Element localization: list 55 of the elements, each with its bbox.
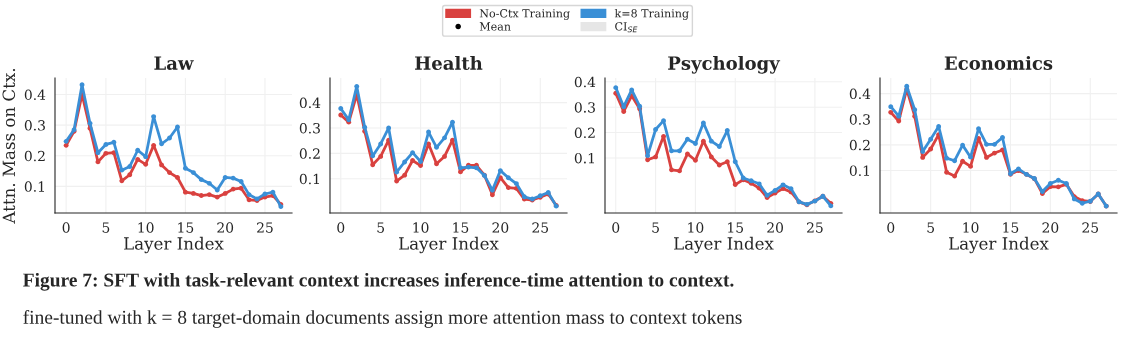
x-tick-label: 5 (377, 222, 385, 233)
chart-title: Health (415, 55, 483, 70)
x-tick-label: 0 (337, 222, 345, 233)
y-tick-label: 0.3 (299, 122, 320, 134)
y-tick-label: 0.1 (574, 152, 594, 164)
y-tick-label: 0.2 (24, 150, 45, 162)
x-tick-label: 5 (927, 222, 935, 233)
x-tick-label: 5 (102, 222, 110, 233)
x-tick-label: 15 (1003, 222, 1019, 233)
y-tick-label: 0.1 (24, 181, 44, 192)
x-tick-label: 10 (688, 222, 704, 233)
x-tick-label: 25 (1082, 222, 1099, 233)
text: Mean (479, 22, 511, 31)
chart-title: Economics (944, 55, 1053, 70)
y-tick-label: 0.2 (849, 139, 870, 151)
legend-label: k=8 Training (614, 8, 689, 20)
x-tick-label: 20 (217, 222, 234, 233)
x-axis-title: Layer Index (674, 236, 774, 254)
x-axis-title: Layer Index (124, 236, 224, 254)
x-tick-label: 15 (728, 222, 744, 233)
x-tick-label: 20 (1042, 222, 1059, 233)
caption: Figure 7: SFT with task-relevant context increases inference-time attention to context. (23, 272, 734, 291)
y-tick-label: 0.1 (299, 173, 319, 185)
y-tick-label: 0.4 (299, 97, 321, 109)
x-tick-label: 20 (492, 222, 509, 233)
x-tick-label: 5 (652, 222, 659, 233)
x-tick-label: 15 (453, 222, 469, 233)
x-tick-label: 25 (257, 222, 273, 233)
y-tick-label: 0.4 (24, 89, 46, 100)
chart-title: Law (154, 56, 194, 70)
x-axis-title: Layer Index (399, 236, 499, 254)
y-tick-label: 0.2 (299, 148, 320, 159)
y-tick-label: 0.3 (849, 114, 870, 125)
y-tick-label: 0.4 (849, 88, 871, 100)
y-axis-title: Attn. Mass on Ctx. (2, 69, 16, 224)
legend-label: No-Ctx Training (479, 9, 570, 20)
x-tick-label: 0 (612, 222, 620, 233)
text: CI$_{SE}$ (615, 22, 638, 33)
x-tick-label: 25 (807, 222, 823, 233)
x-tick-label: 10 (963, 222, 979, 233)
x-tick-label: 0 (62, 222, 70, 233)
x-tick-label: 0 (887, 222, 895, 233)
y-tick-label: 0.2 (574, 127, 595, 139)
text: fine-tuned with k = 8 target-domain documents assign more attention mass to context tokens (23, 309, 742, 328)
x-tick-label: 10 (138, 222, 154, 233)
x-tick-label: 10 (413, 222, 429, 233)
y-tick-label: 0.3 (24, 120, 45, 131)
x-axis-title: Layer Index (949, 236, 1049, 254)
y-tick-label: 0.4 (574, 76, 596, 88)
y-tick-label: 0.3 (574, 102, 595, 113)
x-tick-label: 20 (767, 222, 783, 233)
x-tick-label: 15 (178, 222, 194, 233)
chart-title: Psychology (668, 55, 781, 74)
y-tick-label: 0.1 (849, 165, 869, 176)
x-tick-label: 25 (532, 222, 549, 233)
